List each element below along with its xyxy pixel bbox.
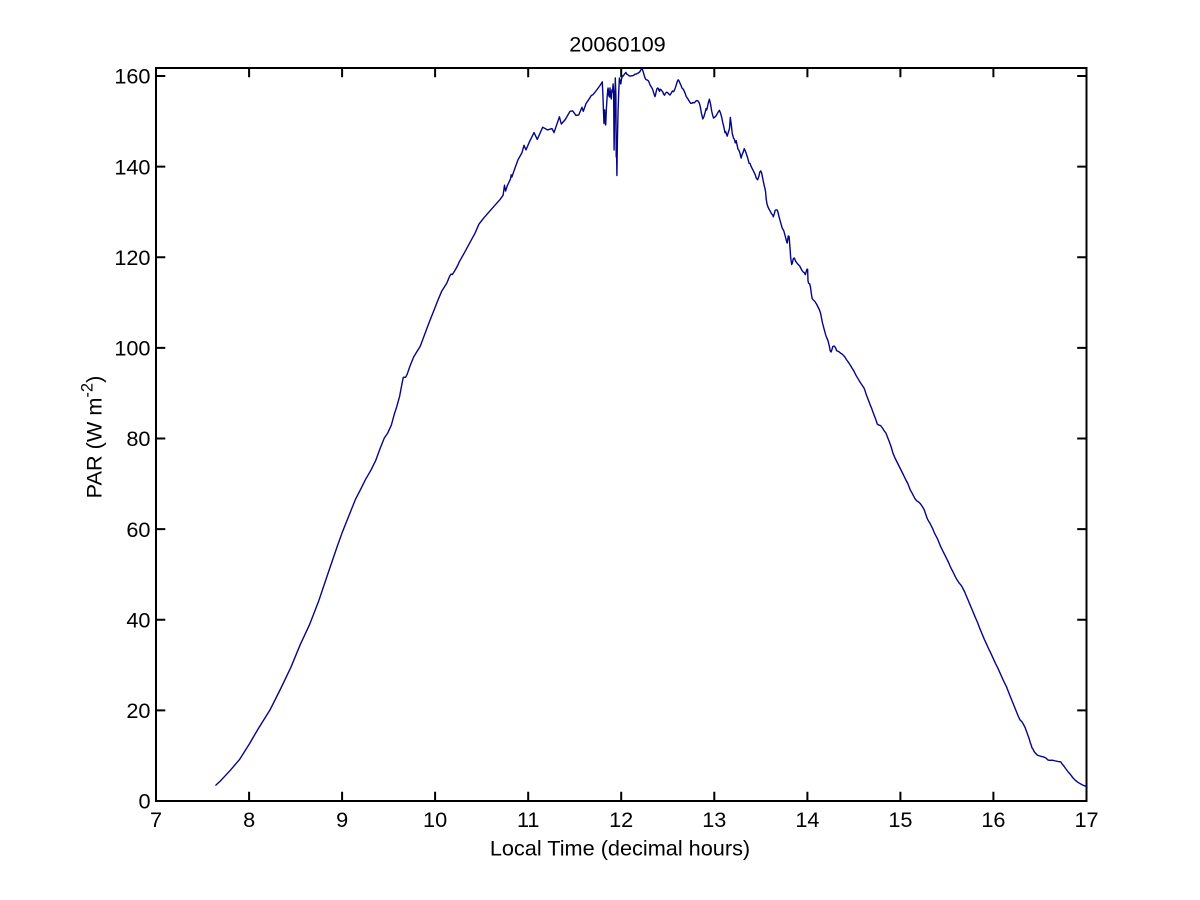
svg-text:0: 0 [138, 789, 150, 814]
svg-text:120: 120 [114, 245, 150, 270]
svg-text:7: 7 [150, 807, 162, 832]
svg-text:13: 13 [702, 807, 726, 832]
svg-text:9: 9 [336, 807, 348, 832]
svg-text:160: 160 [114, 64, 150, 89]
svg-text:20: 20 [126, 698, 150, 723]
svg-text:16: 16 [981, 807, 1005, 832]
svg-text:12: 12 [609, 807, 633, 832]
svg-text:20060109: 20060109 [569, 31, 666, 56]
svg-text:140: 140 [114, 154, 150, 179]
svg-text:17: 17 [1074, 807, 1098, 832]
svg-text:15: 15 [888, 807, 912, 832]
svg-text:14: 14 [795, 807, 819, 832]
svg-text:11: 11 [517, 807, 540, 832]
svg-text:10: 10 [423, 807, 447, 832]
svg-text:40: 40 [126, 608, 150, 633]
svg-text:Local Time (decimal hours): Local Time (decimal hours) [490, 836, 750, 861]
svg-text:80: 80 [126, 426, 150, 451]
svg-text:60: 60 [126, 517, 150, 542]
svg-text:100: 100 [114, 336, 150, 361]
svg-text:8: 8 [243, 807, 255, 832]
